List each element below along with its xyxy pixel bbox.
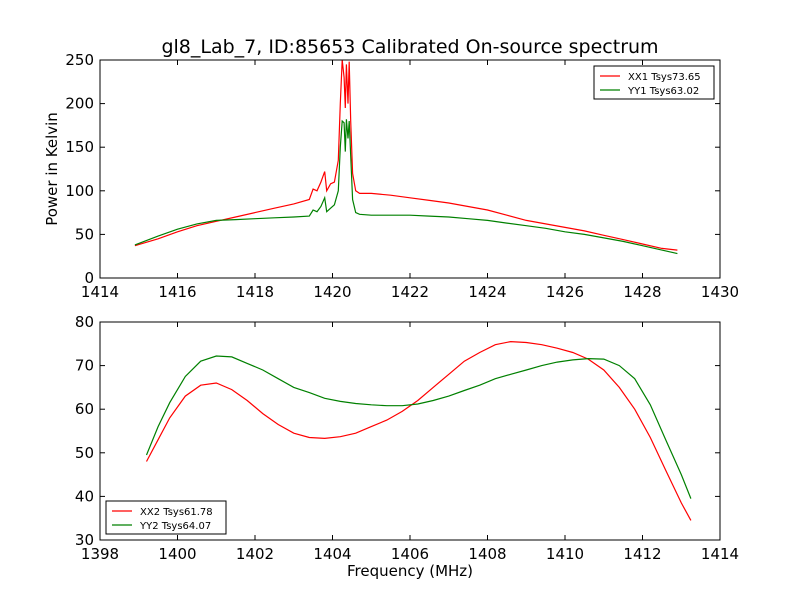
series-line-1 <box>134 59 678 251</box>
y-tick-label: 200 <box>65 95 94 113</box>
x-tick-label: 1414 <box>701 545 739 563</box>
legend: XX2 Tsys61.78 YY2 Tsys64.07 <box>105 500 227 535</box>
x-tick-label: 1412 <box>623 545 661 563</box>
x-axis-label: Frequency (MHz) <box>347 562 473 580</box>
x-tick-label: 1428 <box>623 283 661 301</box>
bottom-panel: 1398 1400 1402 1404 1406 1408 1410 1412 1414 30 40… <box>75 313 739 563</box>
y-tick-label: 30 <box>75 531 94 549</box>
series-line-1 <box>145 340 692 521</box>
series-line-2 <box>134 119 678 255</box>
x-tick-label: 1418 <box>236 283 274 301</box>
legend-box <box>593 65 715 100</box>
y-tick-label: 70 <box>75 357 94 375</box>
x-tick-label: 1424 <box>468 283 506 301</box>
x-tick-label: 1406 <box>391 545 429 563</box>
x-tick-label: 1400 <box>158 545 196 563</box>
x-tick-label: 1398 <box>81 545 119 563</box>
y-axis-label: Power in Kelvin <box>43 112 61 226</box>
top-panel: 1414 1416 1418 1420 1422 1424 1426 1428 1430 0 50 1… <box>65 51 739 301</box>
x-tick-label: 1410 <box>546 545 584 563</box>
y-tick-label: 150 <box>65 138 94 156</box>
y-tick-label: 50 <box>75 444 94 462</box>
chart-title: gl8_Lab_7, ID:85653 Calibrated On-source… <box>161 36 658 58</box>
legend-label: YY1 Tsys63.02 <box>627 86 699 97</box>
x-tick-label: 1420 <box>313 283 351 301</box>
x-tick-label: 1404 <box>313 545 351 563</box>
x-tick-label: 1402 <box>236 545 274 563</box>
legend-box <box>105 500 227 535</box>
x-tick-label: 1430 <box>701 283 739 301</box>
legend-label: XX2 Tsys61.78 <box>140 507 213 518</box>
y-tick-label: 250 <box>65 51 94 69</box>
series-line-2 <box>145 355 692 499</box>
y-tick-label: 40 <box>75 487 94 505</box>
y-tick-label: 80 <box>75 313 94 331</box>
y-tick-label: 100 <box>65 182 94 200</box>
x-tick-label: 1426 <box>546 283 584 301</box>
legend: XX1 Tsys73.65 YY1 Tsys63.02 <box>593 65 715 100</box>
x-tick-label: 1408 <box>468 545 506 563</box>
legend-label: YY2 Tsys64.07 <box>139 521 211 532</box>
x-tick-label: 1416 <box>158 283 196 301</box>
x-tick-label: 1422 <box>391 283 429 301</box>
legend-label: XX1 Tsys73.65 <box>628 72 701 83</box>
y-tick-label: 0 <box>84 269 94 287</box>
x-tick-label: 1414 <box>81 283 119 301</box>
y-tick-label: 50 <box>75 225 94 243</box>
y-tick-label: 60 <box>75 400 94 418</box>
